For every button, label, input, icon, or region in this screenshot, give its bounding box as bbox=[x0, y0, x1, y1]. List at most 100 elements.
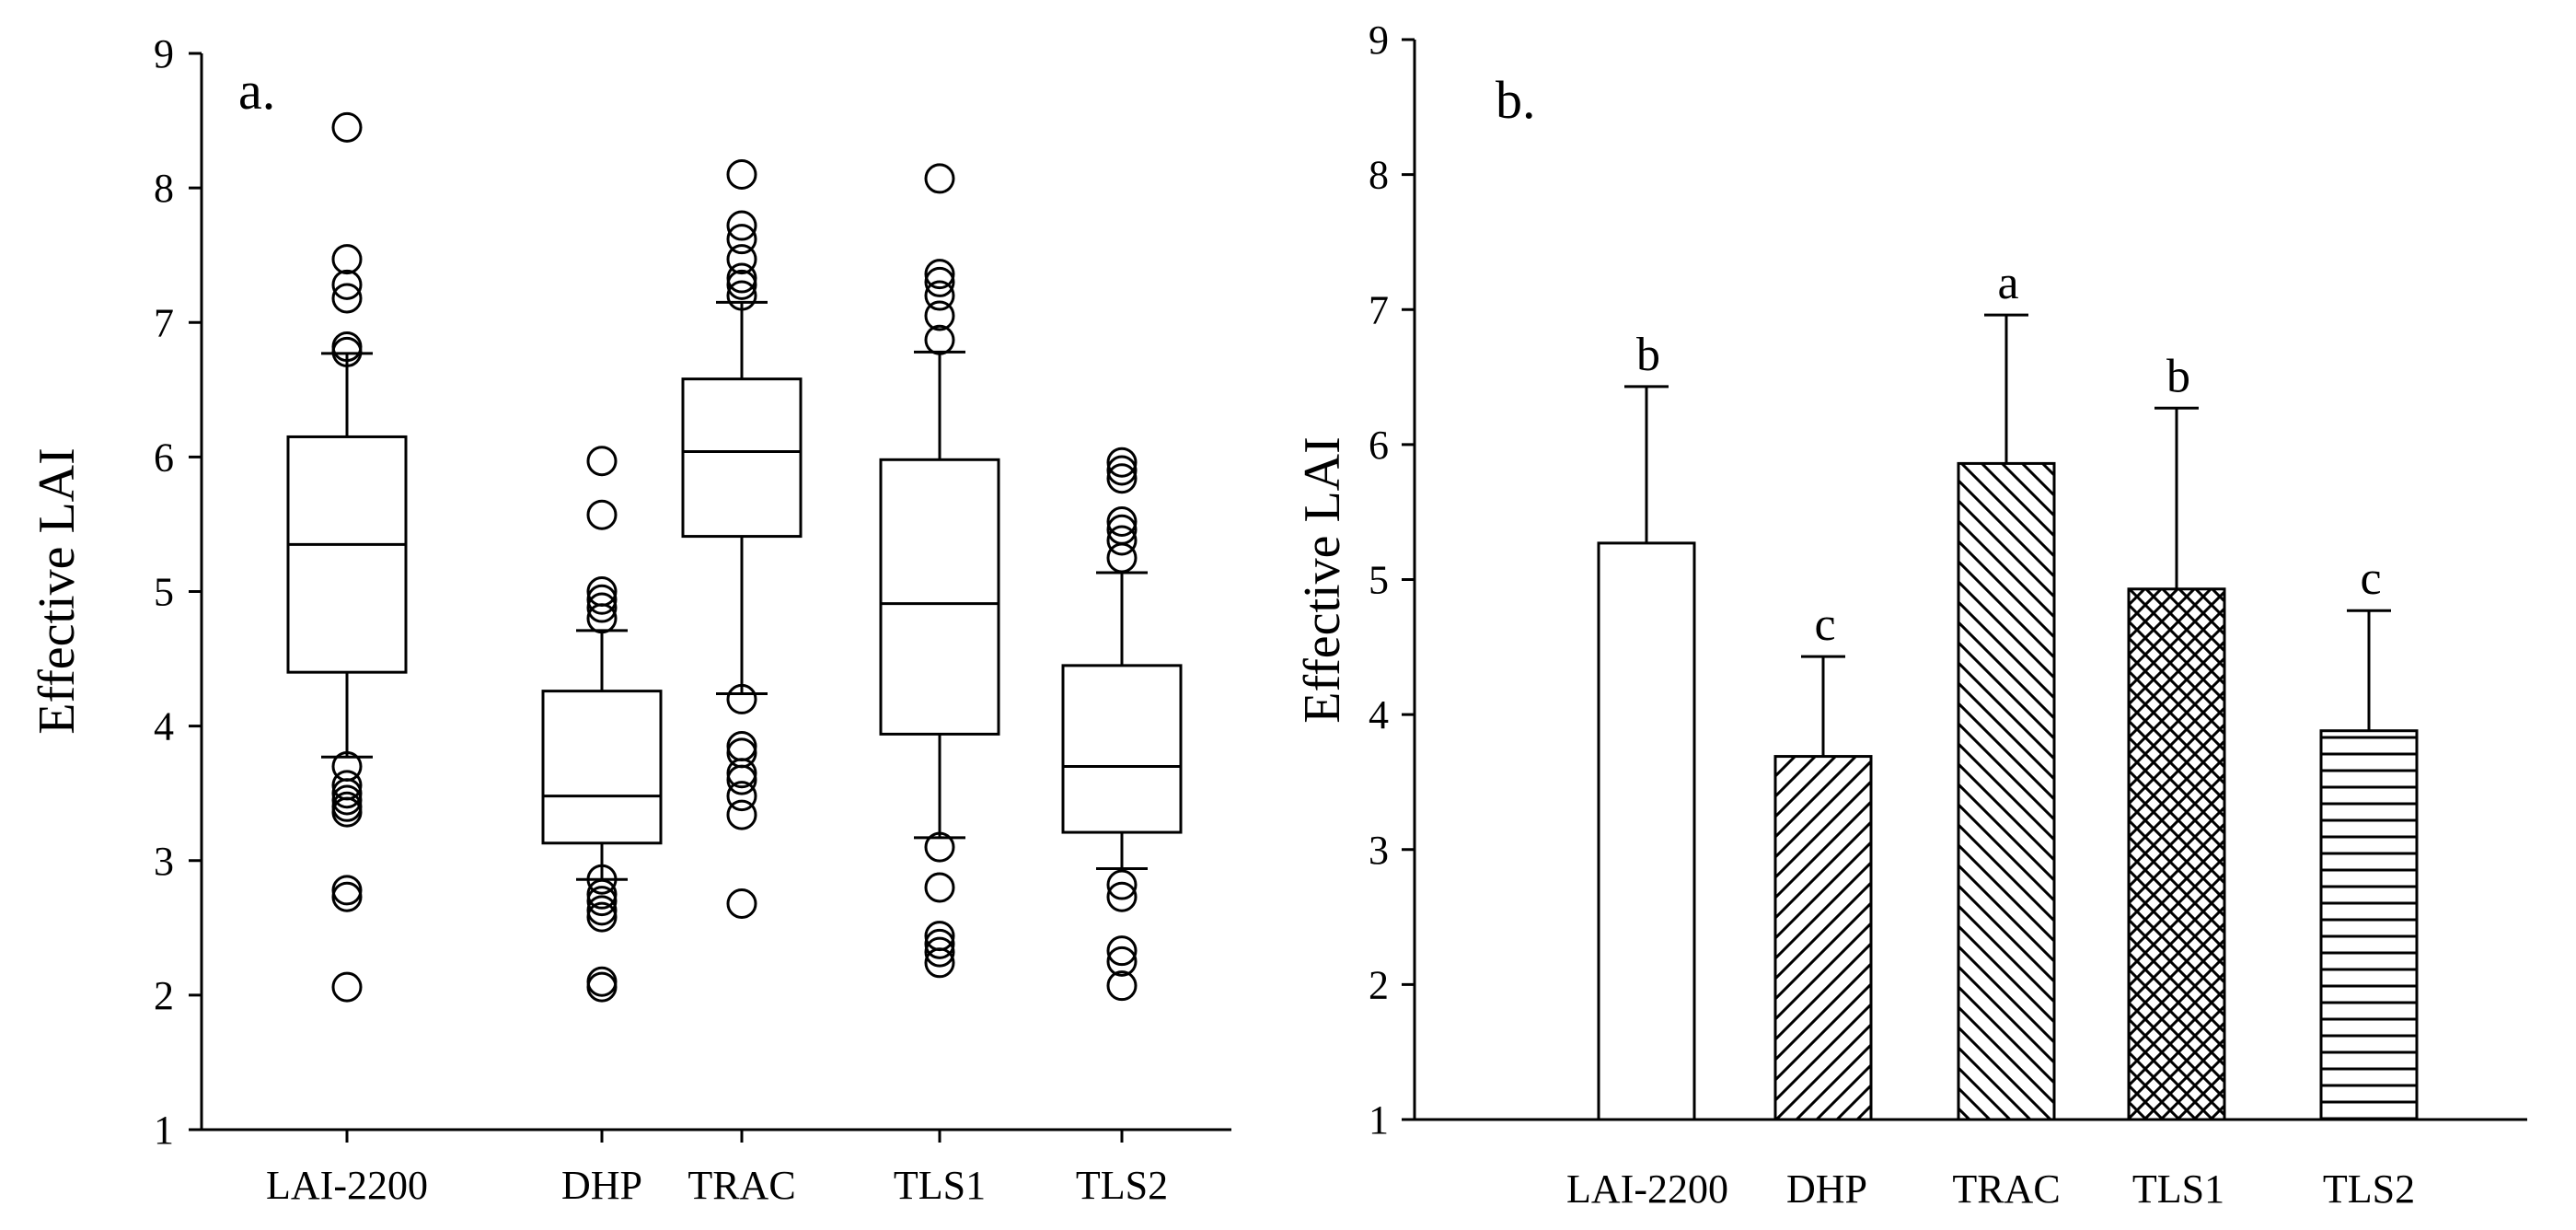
x-tick-label-a: LAI-2200 bbox=[266, 1163, 428, 1208]
box-tls2 bbox=[1061, 447, 1183, 1002]
y-tick-label-b: 9 bbox=[1369, 17, 1389, 63]
box-iqr bbox=[286, 435, 408, 674]
y-tick-label-a: 4 bbox=[154, 704, 174, 749]
outlier-point bbox=[331, 244, 363, 275]
bar-dhp: c bbox=[1773, 598, 1873, 1121]
x-tick-label-b: TLS2 bbox=[2323, 1166, 2415, 1212]
outlier-point bbox=[586, 576, 618, 607]
outlier-point bbox=[331, 971, 363, 1003]
y-tick-label-a: 8 bbox=[154, 166, 174, 211]
x-tick-label-a: DHP bbox=[561, 1163, 642, 1208]
outlier-point bbox=[1106, 463, 1138, 494]
significance-letter: c bbox=[2360, 552, 2381, 605]
bar bbox=[1957, 461, 2056, 1121]
y-tick-label-a: 9 bbox=[154, 31, 174, 76]
y-tick-label-b: 8 bbox=[1369, 153, 1389, 198]
y-axis-label-a: Effective LAI bbox=[29, 447, 86, 734]
x-tick-label-b: DHP bbox=[1786, 1166, 1867, 1212]
outlier-point bbox=[586, 499, 618, 530]
outlier-point bbox=[586, 895, 618, 926]
outlier-point bbox=[726, 764, 757, 795]
outlier-point bbox=[1106, 946, 1138, 977]
significance-letter: b bbox=[1636, 329, 1660, 381]
outlier-point bbox=[726, 269, 757, 300]
y-tick-label-b: 3 bbox=[1369, 828, 1389, 873]
bar bbox=[2319, 729, 2419, 1121]
panel-label-a: a. bbox=[238, 61, 275, 121]
box-tls1 bbox=[879, 163, 1000, 979]
bar bbox=[2127, 587, 2226, 1121]
y-tick-label-a: 7 bbox=[154, 300, 174, 345]
outlier-point bbox=[726, 262, 757, 294]
significance-letter: c bbox=[1814, 598, 1835, 651]
outlier-point bbox=[586, 446, 618, 477]
box-iqr bbox=[1061, 664, 1183, 834]
outlier-point bbox=[331, 111, 363, 143]
box-dhp bbox=[541, 446, 663, 1003]
y-tick-label-a: 3 bbox=[154, 839, 174, 884]
bar-trac: a bbox=[1957, 257, 2056, 1121]
y-tick-label-b: 2 bbox=[1369, 962, 1389, 1007]
x-tick-label-b: LAI-2200 bbox=[1566, 1166, 1728, 1212]
outlier-point bbox=[924, 928, 955, 959]
outlier-point bbox=[726, 737, 757, 769]
outlier-point bbox=[726, 888, 757, 920]
outlier-point bbox=[924, 324, 955, 355]
y-tick-label-a: 2 bbox=[154, 973, 174, 1018]
outlier-point bbox=[1106, 970, 1138, 1002]
outlier-point bbox=[1106, 455, 1138, 486]
bar-tls1: b bbox=[2127, 350, 2226, 1121]
outlier-point bbox=[726, 781, 757, 812]
outlier-point bbox=[924, 300, 955, 331]
bar bbox=[1773, 755, 1873, 1121]
outlier-point bbox=[586, 966, 618, 997]
outlier-point bbox=[1106, 881, 1138, 912]
x-tick-label-a: TLS1 bbox=[894, 1163, 986, 1208]
outlier-point bbox=[924, 936, 955, 968]
outlier-point bbox=[1106, 935, 1138, 967]
outlier-point bbox=[331, 784, 363, 816]
panel-label-b: b. bbox=[1496, 70, 1536, 130]
outlier-point bbox=[924, 921, 955, 952]
outlier-point bbox=[331, 283, 363, 314]
outlier-point bbox=[586, 592, 618, 623]
y-tick-label-b: 4 bbox=[1369, 692, 1389, 737]
bar bbox=[1597, 541, 1696, 1121]
bar-tls2: c bbox=[2319, 552, 2419, 1121]
y-tick-label-b: 1 bbox=[1369, 1097, 1389, 1143]
outlier-point bbox=[1106, 506, 1138, 538]
outlier-point bbox=[924, 280, 955, 311]
outlier-point bbox=[331, 881, 363, 912]
outlier-point bbox=[331, 875, 363, 906]
x-tick-label-a: TRAC bbox=[687, 1163, 795, 1208]
outlier-point bbox=[924, 872, 955, 903]
outlier-point bbox=[586, 901, 618, 933]
outlier-point bbox=[331, 750, 363, 782]
outlier-point bbox=[1106, 514, 1138, 545]
outlier-point bbox=[924, 831, 955, 863]
outlier-point bbox=[726, 244, 757, 275]
outlier-point bbox=[331, 331, 363, 363]
outlier-point bbox=[924, 163, 955, 194]
outlier-point bbox=[726, 683, 757, 714]
significance-letter: a bbox=[1997, 257, 2018, 309]
outlier-point bbox=[586, 864, 618, 895]
panel-b-barchart: 1 2 3 4 5 6 7 8 9 LAI-2200 DHP TRAC TLS1 TLS2 b c a b c b. E… bbox=[1294, 17, 2527, 1212]
y-tick-label-a: 6 bbox=[154, 435, 174, 480]
y-tick-label-b: 5 bbox=[1369, 558, 1389, 603]
outlier-point bbox=[1106, 525, 1138, 556]
y-axis-label-b: Effective LAI bbox=[1294, 436, 1351, 723]
outlier-point bbox=[1106, 869, 1138, 900]
outlier-point bbox=[726, 210, 757, 241]
y-tick-label-b: 7 bbox=[1369, 287, 1389, 332]
bar-lai-2200: b bbox=[1597, 329, 1696, 1121]
outlier-point bbox=[586, 878, 618, 910]
outlier-point bbox=[726, 159, 757, 191]
outlier-point bbox=[924, 259, 955, 290]
outlier-point bbox=[586, 584, 618, 615]
outlier-point bbox=[726, 224, 757, 255]
box-iqr bbox=[681, 377, 803, 539]
outlier-point bbox=[924, 266, 955, 297]
x-tick-label-b: TLS1 bbox=[2132, 1166, 2224, 1212]
